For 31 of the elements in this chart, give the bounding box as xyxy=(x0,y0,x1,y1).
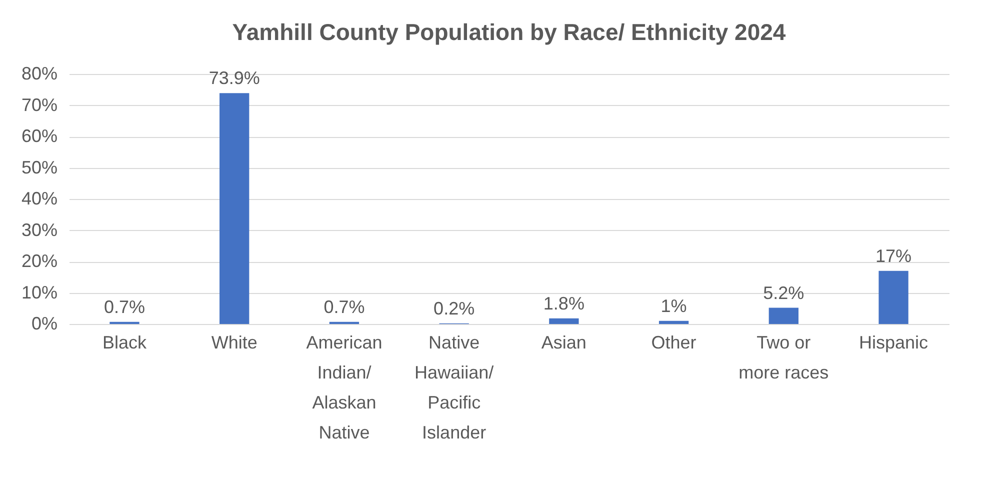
x-tick-label: Hispanic xyxy=(859,332,928,352)
y-tick-label: 40% xyxy=(21,188,58,208)
y-tick-label: 20% xyxy=(21,251,58,271)
data-label: 0.7% xyxy=(324,296,365,317)
y-tick-label: 30% xyxy=(21,220,58,240)
data-label: 0.7% xyxy=(104,296,145,317)
x-tick-label: American Indian/ Alaskan Native xyxy=(306,332,382,442)
y-tick-label: 10% xyxy=(21,282,58,302)
y-tick-label: 60% xyxy=(21,126,58,146)
x-tick-label: Asian xyxy=(541,332,586,352)
y-tick-label: 50% xyxy=(21,157,58,178)
bar xyxy=(768,308,798,324)
x-tick-label: Two or more races xyxy=(738,332,829,382)
data-label: 0.2% xyxy=(434,298,475,318)
bar xyxy=(658,320,689,324)
y-tick-label: 70% xyxy=(21,94,58,115)
chart-title: Yamhill County Population by Race/ Ethnicity 2024 xyxy=(232,19,786,45)
y-tick-label: 0% xyxy=(31,314,58,334)
bar xyxy=(878,270,908,324)
data-label: 17% xyxy=(876,246,912,266)
data-label: 1% xyxy=(660,296,687,316)
bar xyxy=(549,318,579,324)
x-tick-label: White xyxy=(211,332,258,352)
x-tick-label: Native Hawaiian/ Pacific Islander xyxy=(414,332,494,442)
x-tick-label: Black xyxy=(102,332,148,352)
data-label: 5.2% xyxy=(763,282,804,303)
bar xyxy=(220,93,250,324)
data-label: 1.8% xyxy=(543,293,584,314)
y-tick-label: 80% xyxy=(21,64,58,84)
data-label: 73.9% xyxy=(208,68,260,88)
x-tick-label: Other xyxy=(651,332,696,352)
